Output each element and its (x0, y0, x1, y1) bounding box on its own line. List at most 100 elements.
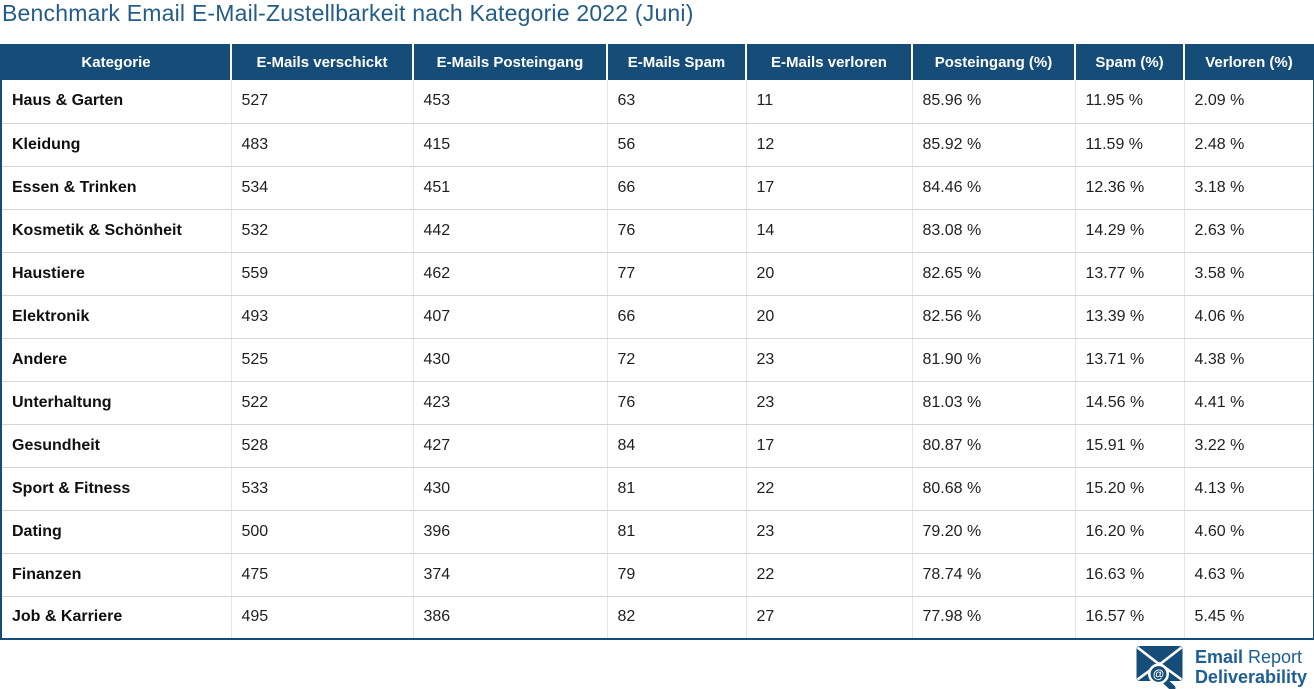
table-header: Kategorie E-Mails verschickt E-Mails Pos… (1, 44, 1314, 80)
value-cell: 533 (231, 467, 414, 511)
value-cell: 20 (746, 252, 913, 296)
table-row: Haustiere 559 462 77 20 82.65 % 13.77 % 3.58 % (1, 252, 1314, 296)
value-cell: 407 (413, 295, 608, 339)
column-header-spam-pct: Spam (%) (1074, 44, 1184, 80)
value-cell: 81.90 % (912, 338, 1076, 382)
value-cell: 12 (746, 123, 913, 167)
value-cell: 84 (607, 424, 747, 468)
brand-logo: @ Email Report Deliverability (1136, 645, 1307, 689)
value-cell: 396 (413, 510, 608, 554)
value-cell: 559 (231, 252, 414, 296)
page-title: Benchmark Email E-Mail-Zustellbarkeit na… (2, 0, 694, 26)
value-cell: 415 (413, 123, 608, 167)
value-cell: 72 (607, 338, 747, 382)
value-cell: 16.63 % (1075, 553, 1185, 597)
value-cell: 76 (607, 209, 747, 253)
value-cell: 80.87 % (912, 424, 1076, 468)
category-cell: Haus & Garten (1, 80, 232, 124)
value-cell: 79.20 % (912, 510, 1076, 554)
value-cell: 532 (231, 209, 414, 253)
column-header-kategorie: Kategorie (1, 44, 231, 80)
value-cell: 17 (746, 424, 913, 468)
column-header-emails-spam: E-Mails Spam (606, 44, 746, 80)
value-cell: 16.57 % (1075, 596, 1185, 639)
value-cell: 527 (231, 80, 414, 124)
value-cell: 2.48 % (1184, 123, 1314, 167)
value-cell: 423 (413, 381, 608, 425)
value-cell: 77.98 % (912, 596, 1076, 639)
category-cell: Elektronik (1, 295, 232, 339)
value-cell: 386 (413, 596, 608, 639)
value-cell: 82.65 % (912, 252, 1076, 296)
table-row: Kosmetik & Schönheit 532 442 76 14 83.08 % 14.… (1, 209, 1314, 253)
value-cell: 3.22 % (1184, 424, 1314, 468)
column-header-emails-posteingang: E-Mails Posteingang (412, 44, 607, 80)
value-cell: 4.38 % (1184, 338, 1314, 382)
value-cell: 15.91 % (1075, 424, 1185, 468)
category-cell: Essen & Trinken (1, 166, 232, 210)
category-cell: Gesundheit (1, 424, 232, 468)
footer: @ Email Report Deliverability (0, 645, 1314, 689)
value-cell: 525 (231, 338, 414, 382)
value-cell: 427 (413, 424, 608, 468)
category-cell: Finanzen (1, 553, 232, 597)
value-cell: 4.63 % (1184, 553, 1314, 597)
table-header-row: Kategorie E-Mails verschickt E-Mails Pos… (1, 44, 1314, 80)
email-magnifier-icon: @ (1136, 646, 1183, 689)
table-row: Job & Karriere 495 386 82 27 77.98 % 16.57 % 5.… (1, 596, 1314, 639)
value-cell: 374 (413, 553, 608, 597)
value-cell: 13.77 % (1075, 252, 1185, 296)
value-cell: 3.18 % (1184, 166, 1314, 210)
table-row: Andere 525 430 72 23 81.90 % 13.71 % 4.38 % (1, 338, 1314, 382)
value-cell: 5.45 % (1184, 596, 1314, 639)
table-row: Dating 500 396 81 23 79.20 % 16.20 % 4.60 % (1, 510, 1314, 554)
value-cell: 2.09 % (1184, 80, 1314, 124)
category-cell: Andere (1, 338, 232, 382)
value-cell: 85.92 % (912, 123, 1076, 167)
value-cell: 11.59 % (1075, 123, 1185, 167)
value-cell: 23 (746, 381, 913, 425)
value-cell: 462 (413, 252, 608, 296)
value-cell: 4.13 % (1184, 467, 1314, 511)
value-cell: 495 (231, 596, 414, 639)
table-row: Gesundheit 528 427 84 17 80.87 % 15.91 % 3.22 % (1, 424, 1314, 468)
value-cell: 66 (607, 295, 747, 339)
value-cell: 85.96 % (912, 80, 1076, 124)
value-cell: 81 (607, 467, 747, 511)
value-cell: 82 (607, 596, 747, 639)
table-row: Unterhaltung 522 423 76 23 81.03 % 14.56 % 4.41… (1, 381, 1314, 425)
table-row: Elektronik 493 407 66 20 82.56 % 13.39 % 4.06 % (1, 295, 1314, 339)
table-body: Haus & Garten 527 453 63 11 85.96 % 11.95 % 2.0… (1, 80, 1314, 639)
value-cell: 79 (607, 553, 747, 597)
value-cell: 80.68 % (912, 467, 1076, 511)
value-cell: 63 (607, 80, 747, 124)
value-cell: 534 (231, 166, 414, 210)
brand-word-email: Email (1194, 647, 1243, 667)
value-cell: 430 (413, 338, 608, 382)
value-cell: 77 (607, 252, 747, 296)
table-row: Finanzen 475 374 79 22 78.74 % 16.63 % 4.63 % (1, 553, 1314, 597)
value-cell: 66 (607, 166, 747, 210)
value-cell: 475 (231, 553, 414, 597)
category-cell: Haustiere (1, 252, 232, 296)
value-cell: 14.29 % (1075, 209, 1185, 253)
column-header-emails-verloren: E-Mails verloren (745, 44, 912, 80)
category-cell: Job & Karriere (1, 596, 232, 639)
value-cell: 16.20 % (1075, 510, 1185, 554)
category-cell: Sport & Fitness (1, 467, 232, 511)
brand-word-deliverability: Deliverability (1194, 667, 1307, 687)
value-cell: 2.63 % (1184, 209, 1314, 253)
value-cell: 4.60 % (1184, 510, 1314, 554)
category-cell: Kleidung (1, 123, 232, 167)
at-symbol: @ (1153, 669, 1164, 681)
table-row: Kleidung 483 415 56 12 85.92 % 11.59 % 2.48 % (1, 123, 1314, 167)
value-cell: 13.39 % (1075, 295, 1185, 339)
value-cell: 82.56 % (912, 295, 1076, 339)
value-cell: 81.03 % (912, 381, 1076, 425)
value-cell: 15.20 % (1075, 467, 1185, 511)
value-cell: 4.06 % (1184, 295, 1314, 339)
category-cell: Kosmetik & Schönheit (1, 209, 232, 253)
value-cell: 11 (746, 80, 913, 124)
value-cell: 493 (231, 295, 414, 339)
value-cell: 23 (746, 338, 913, 382)
